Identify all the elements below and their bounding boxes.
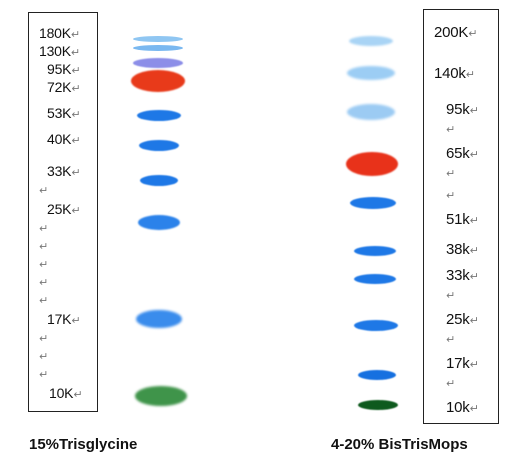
left-marker-label-box: 180K↵ 130K↵ 95K↵ 72K↵ 53K↵ 40K↵ 33K↵ ↵ 2… [28, 12, 98, 412]
left-label-33k: 33K↵ [47, 163, 81, 179]
band-72k [131, 70, 185, 92]
left-label-130k: 130K↵ [39, 43, 80, 59]
band-17k-r [358, 370, 396, 380]
right-return-mark: ↵ [446, 190, 456, 202]
left-return-mark: ↵ [39, 185, 49, 197]
right-label-10k: 10k↵ [446, 399, 479, 416]
right-label-95k: 95k↵ [446, 101, 479, 118]
band-53k [137, 110, 181, 121]
right-return-mark: ↵ [446, 334, 456, 346]
right-label-51k: 51k↵ [446, 211, 479, 228]
left-label-17k: 17K↵ [47, 311, 81, 327]
left-return-mark: ↵ [39, 259, 49, 271]
band-51k [350, 197, 396, 209]
band-130k [133, 45, 183, 51]
band-95k [133, 58, 183, 68]
band-25k-r [354, 320, 398, 331]
left-return-mark: ↵ [39, 369, 49, 381]
band-95k-r [347, 104, 395, 120]
right-gel-caption: 4-20% BisTrisMops [331, 436, 468, 453]
right-label-38k: 38k↵ [446, 241, 479, 258]
right-return-mark: ↵ [446, 290, 456, 302]
right-label-200k: 200K↵ [434, 24, 478, 41]
band-10k-r [358, 400, 398, 410]
left-label-25k: 25K↵ [47, 201, 81, 217]
right-return-mark: ↵ [446, 168, 456, 180]
left-return-mark: ↵ [39, 223, 49, 235]
right-label-25k: 25k↵ [446, 311, 479, 328]
right-label-65k: 65k↵ [446, 145, 479, 162]
band-200k [349, 36, 393, 46]
left-gel-caption: 15%Trisglycine [29, 436, 138, 453]
right-return-mark: ↵ [446, 124, 456, 136]
band-17k [136, 310, 182, 328]
left-label-180k: 180K↵ [39, 25, 80, 41]
right-label-33k: 33k↵ [446, 267, 479, 284]
left-label-10k: 10K↵ [49, 385, 83, 401]
left-return-mark: ↵ [39, 295, 49, 307]
band-33k [140, 175, 178, 186]
band-180k [133, 36, 183, 42]
left-label-53k: 53K↵ [47, 105, 81, 121]
band-33k-r [354, 274, 396, 284]
band-65k [346, 152, 398, 176]
left-label-95k: 95K↵ [47, 61, 81, 77]
left-label-40k: 40K↵ [47, 131, 81, 147]
right-label-17k: 17k↵ [446, 355, 479, 372]
band-140k [347, 66, 395, 80]
left-label-72k: 72K↵ [47, 79, 81, 95]
left-return-mark: ↵ [39, 241, 49, 253]
left-return-mark: ↵ [39, 351, 49, 363]
band-40k [139, 140, 179, 151]
left-return-mark: ↵ [39, 333, 49, 345]
right-label-140k: 140k↵ [434, 65, 475, 82]
left-return-mark: ↵ [39, 277, 49, 289]
right-marker-label-box: 200K↵ 140k↵ 95k↵ ↵ 65k↵ ↵ ↵ 51k↵ 38k↵ 33… [423, 9, 499, 424]
band-25k [138, 215, 180, 230]
band-10k [135, 386, 187, 406]
band-38k [354, 246, 396, 256]
right-return-mark: ↵ [446, 378, 456, 390]
